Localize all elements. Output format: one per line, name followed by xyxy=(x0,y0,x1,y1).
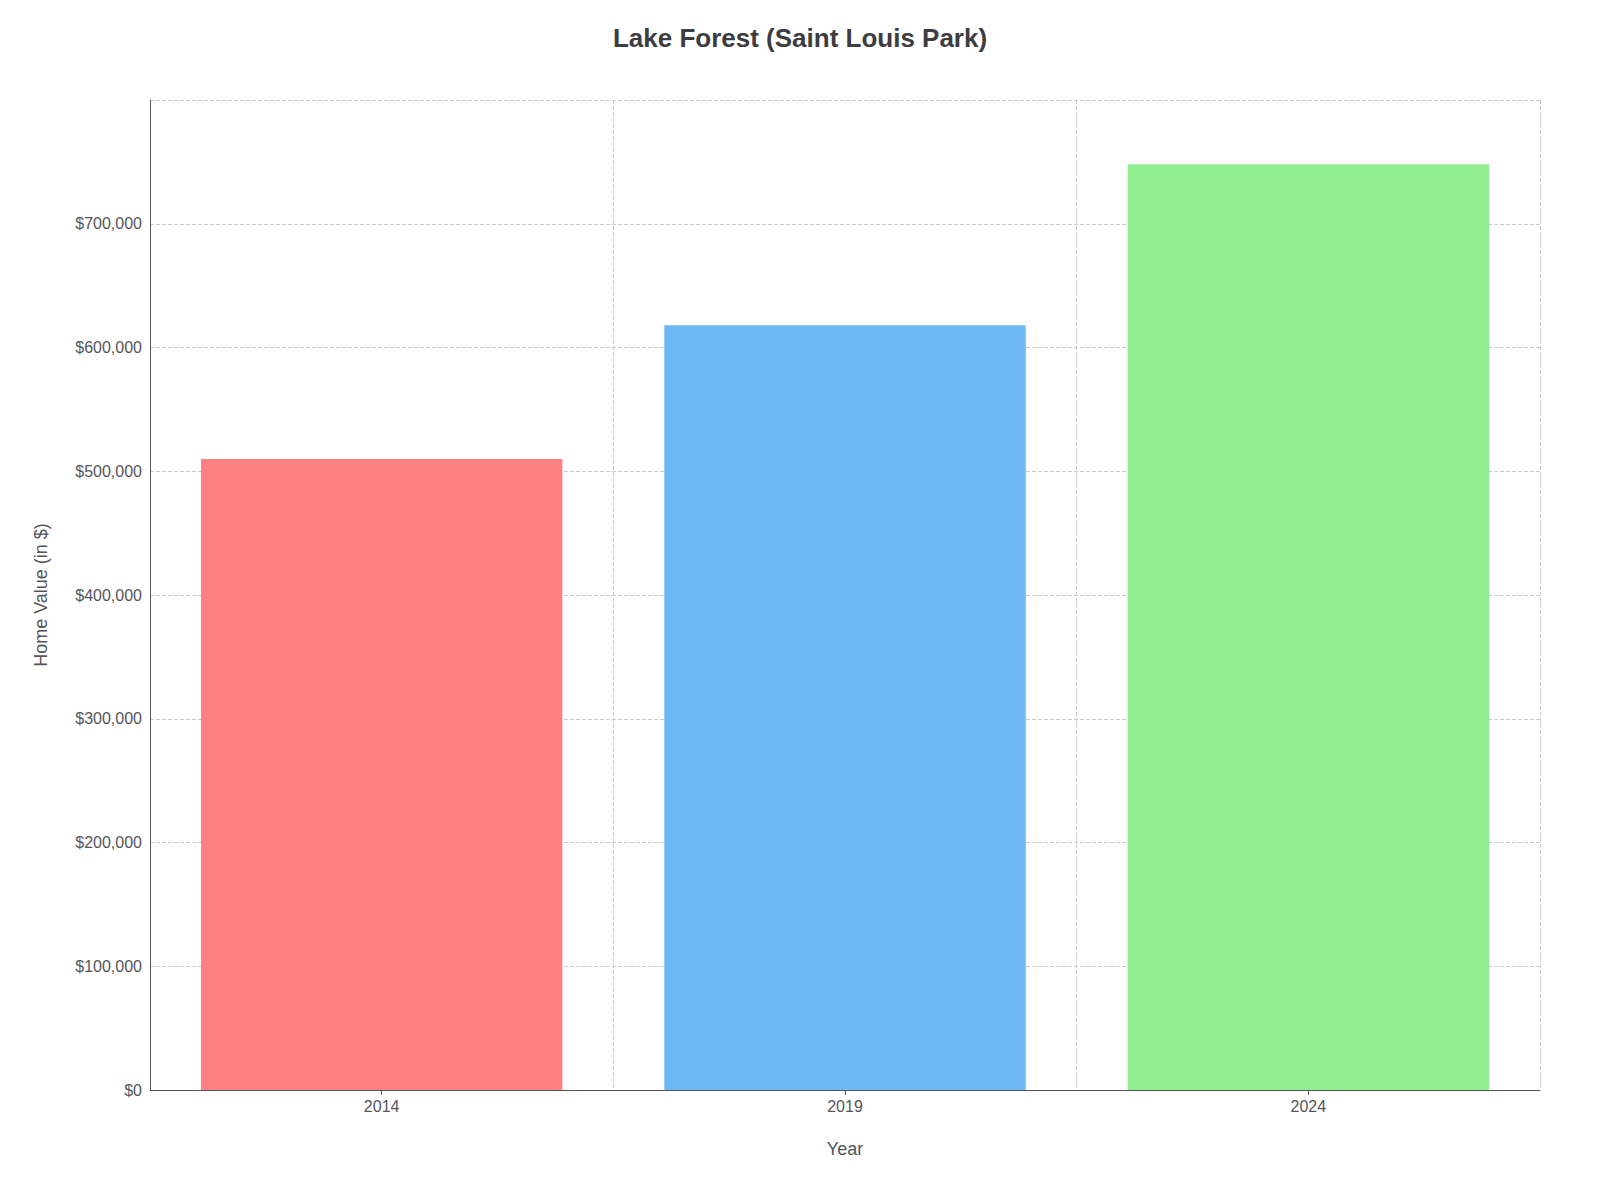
svg-text:$200,000: $200,000 xyxy=(75,834,142,851)
svg-text:$100,000: $100,000 xyxy=(75,958,142,975)
svg-text:$700,000: $700,000 xyxy=(75,215,142,232)
svg-text:2014: 2014 xyxy=(364,1098,400,1115)
svg-text:2024: 2024 xyxy=(1291,1098,1327,1115)
svg-text:$600,000: $600,000 xyxy=(75,339,142,356)
svg-text:2019: 2019 xyxy=(827,1098,863,1115)
svg-text:Home Value (in $): Home Value (in $) xyxy=(31,523,51,667)
svg-text:Year: Year xyxy=(827,1139,863,1159)
svg-text:Lake Forest (Saint Louis Park): Lake Forest (Saint Louis Park) xyxy=(613,23,987,53)
svg-text:$300,000: $300,000 xyxy=(75,710,142,727)
svg-text:$500,000: $500,000 xyxy=(75,463,142,480)
svg-text:$0: $0 xyxy=(124,1082,142,1099)
svg-text:$400,000: $400,000 xyxy=(75,587,142,604)
